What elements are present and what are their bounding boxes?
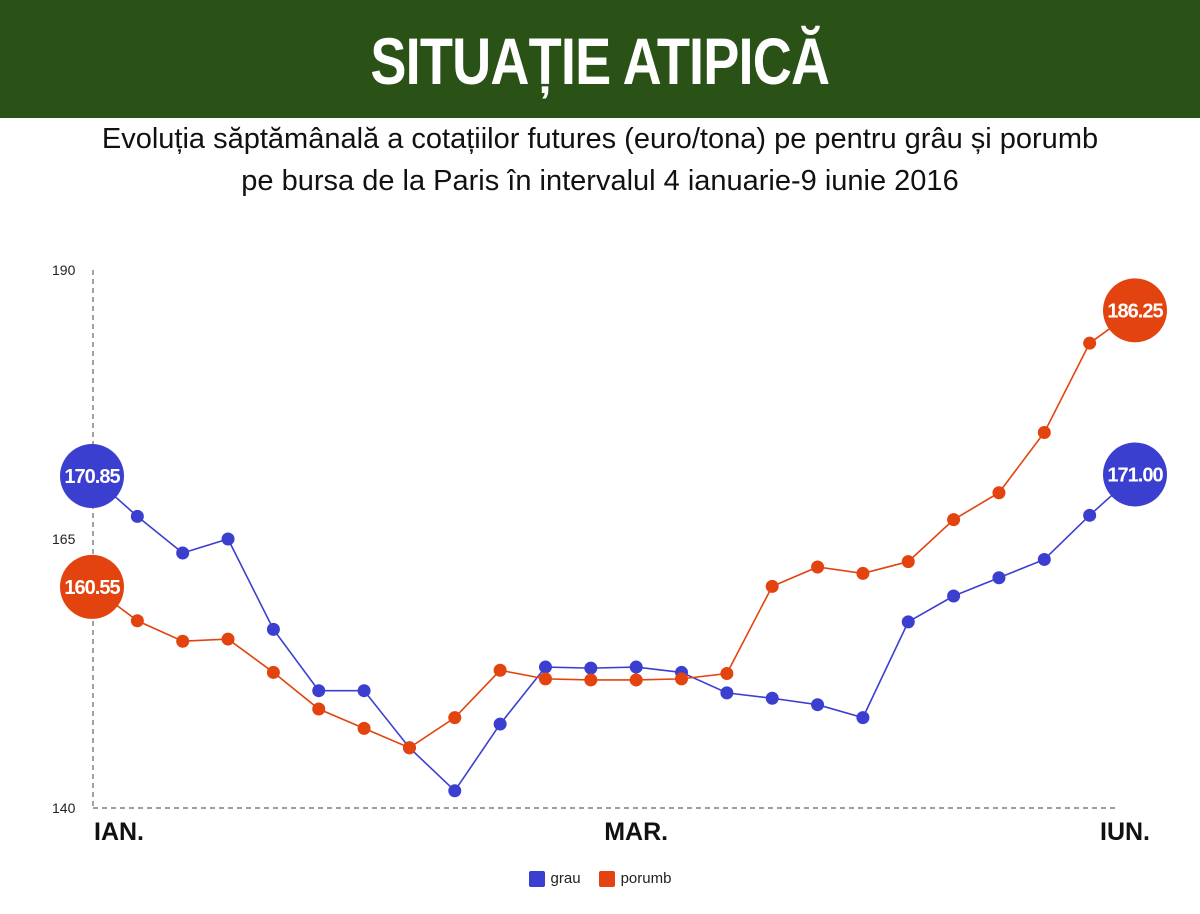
- data-point-grau: [221, 532, 235, 546]
- data-point-grau: [448, 784, 462, 798]
- data-point-porumb: [130, 614, 144, 628]
- header-banner: SITUAȚIE ATIPICĂ: [0, 0, 1200, 118]
- data-point-porumb: [584, 673, 598, 687]
- data-point-porumb: [811, 560, 825, 574]
- data-point-grau: [947, 589, 961, 603]
- value-label-grau: 171.00: [1107, 464, 1163, 486]
- data-point-grau: [538, 660, 552, 674]
- data-point-porumb: [448, 711, 462, 725]
- value-bubble-grau: [60, 444, 124, 509]
- value-bubble-porumb: [1103, 278, 1167, 343]
- data-point-porumb: [720, 667, 734, 680]
- series-line-grau: [91, 473, 1136, 793]
- data-point-grau: [629, 660, 643, 674]
- data-point-porumb: [538, 672, 552, 686]
- data-point-grau: [584, 661, 598, 675]
- data-point-grau: [992, 571, 1006, 585]
- legend-swatch-grau: [528, 870, 545, 887]
- chart-legend: grau porumb: [0, 870, 1200, 887]
- data-point-porumb: [402, 741, 416, 755]
- legend-item-porumb: porumb: [598, 870, 672, 887]
- data-point-grau: [357, 684, 371, 698]
- legend-label-grau: grau: [550, 870, 581, 887]
- series-line-porumb: [91, 309, 1136, 749]
- data-point-porumb: [176, 634, 190, 648]
- data-point-porumb: [856, 566, 870, 580]
- data-point-porumb: [357, 721, 371, 735]
- legend-item-grau: grau: [528, 870, 581, 887]
- data-point-grau: [130, 509, 144, 523]
- page-title: SITUAȚIE ATIPICĂ: [370, 24, 831, 98]
- data-point-porumb: [1083, 336, 1097, 350]
- data-point-porumb: [266, 665, 280, 679]
- data-point-grau: [901, 615, 915, 629]
- data-point-grau: [856, 711, 870, 725]
- y-tick-label: 140: [52, 800, 76, 816]
- x-tick-label: IUN.: [1100, 818, 1150, 846]
- value-bubble-porumb: [60, 554, 124, 619]
- data-point-porumb: [493, 663, 507, 677]
- legend-label-porumb: porumb: [620, 870, 672, 887]
- data-point-grau: [493, 717, 507, 731]
- data-point-grau: [312, 684, 326, 698]
- legend-swatch-porumb: [598, 870, 615, 887]
- data-point-grau: [720, 686, 734, 700]
- value-label-porumb: 186.25: [1107, 300, 1163, 322]
- data-point-porumb: [312, 702, 326, 716]
- data-point-porumb: [1037, 425, 1051, 439]
- data-point-grau: [765, 691, 779, 705]
- y-tick-label: 165: [52, 531, 76, 547]
- data-point-grau: [811, 698, 825, 712]
- data-point-grau: [1083, 508, 1097, 522]
- data-point-grau: [1037, 552, 1051, 566]
- chart-subtitle: Evoluția săptămânală a cotațiilor future…: [0, 118, 1200, 202]
- y-tick-label: 190: [52, 262, 76, 278]
- data-point-porumb: [765, 579, 779, 593]
- x-tick-label: IAN.: [94, 818, 144, 846]
- value-bubble-grau: [1103, 442, 1167, 507]
- data-point-porumb: [947, 513, 961, 527]
- data-point-porumb: [675, 672, 689, 686]
- subtitle-line-1: Evoluția săptămânală a cotațiilor future…: [101, 123, 1099, 155]
- data-point-porumb: [221, 632, 235, 646]
- data-point-porumb: [629, 673, 643, 687]
- x-tick-label: MAR.: [604, 818, 668, 846]
- data-point-grau: [266, 622, 280, 636]
- value-label-porumb: 160.55: [64, 577, 120, 599]
- value-label-grau: 170.85: [64, 466, 120, 488]
- data-point-porumb: [901, 555, 915, 569]
- data-point-grau: [176, 546, 190, 560]
- data-point-porumb: [992, 486, 1006, 500]
- subtitle-line-2: pe bursa de la Paris în intervalul 4 ian…: [241, 165, 959, 197]
